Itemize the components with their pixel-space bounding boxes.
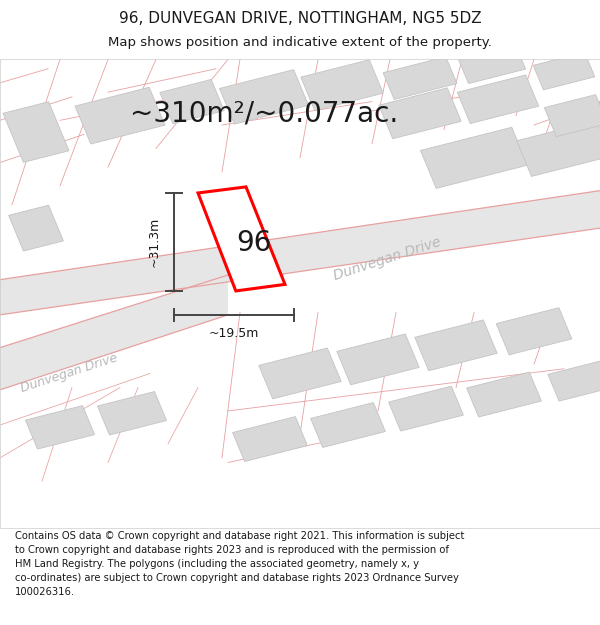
Polygon shape — [301, 60, 383, 111]
Polygon shape — [97, 391, 167, 435]
Polygon shape — [379, 88, 461, 139]
Text: Dunvegan Drive: Dunvegan Drive — [19, 352, 119, 395]
Text: ~19.5m: ~19.5m — [209, 326, 259, 339]
Polygon shape — [457, 75, 539, 124]
Polygon shape — [160, 79, 224, 124]
Text: ~310m²/~0.077ac.: ~310m²/~0.077ac. — [130, 99, 398, 127]
Text: 96, DUNVEGAN DRIVE, NOTTINGHAM, NG5 5DZ: 96, DUNVEGAN DRIVE, NOTTINGHAM, NG5 5DZ — [119, 11, 481, 26]
Polygon shape — [548, 360, 600, 401]
Polygon shape — [233, 417, 307, 461]
Polygon shape — [544, 94, 600, 137]
Polygon shape — [8, 205, 64, 251]
Polygon shape — [220, 69, 308, 124]
Text: Dunvegan Drive: Dunvegan Drive — [331, 234, 443, 282]
Polygon shape — [311, 402, 385, 448]
Polygon shape — [415, 320, 497, 371]
Polygon shape — [0, 191, 600, 315]
Text: Map shows position and indicative extent of the property.: Map shows position and indicative extent… — [108, 36, 492, 49]
Polygon shape — [421, 127, 527, 188]
Polygon shape — [467, 372, 541, 417]
Text: Contains OS data © Crown copyright and database right 2021. This information is : Contains OS data © Crown copyright and d… — [15, 531, 464, 597]
Polygon shape — [259, 348, 341, 399]
Polygon shape — [337, 334, 419, 385]
Text: 96: 96 — [237, 229, 272, 257]
Text: ~31.3m: ~31.3m — [148, 217, 161, 267]
Polygon shape — [533, 52, 595, 90]
Polygon shape — [75, 88, 165, 144]
Polygon shape — [3, 102, 69, 162]
Polygon shape — [25, 406, 95, 449]
Polygon shape — [496, 308, 572, 355]
Polygon shape — [389, 386, 463, 431]
Polygon shape — [458, 44, 526, 84]
Polygon shape — [198, 187, 285, 291]
Polygon shape — [517, 121, 600, 176]
Polygon shape — [0, 275, 228, 390]
Polygon shape — [383, 57, 457, 99]
